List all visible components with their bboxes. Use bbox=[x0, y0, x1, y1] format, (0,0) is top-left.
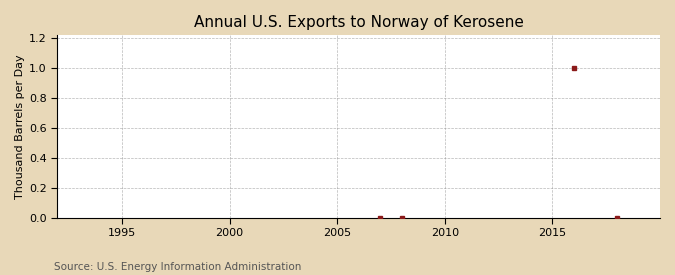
Title: Annual U.S. Exports to Norway of Kerosene: Annual U.S. Exports to Norway of Kerosen… bbox=[194, 15, 524, 30]
Text: Source: U.S. Energy Information Administration: Source: U.S. Energy Information Administ… bbox=[54, 262, 301, 272]
Y-axis label: Thousand Barrels per Day: Thousand Barrels per Day bbox=[15, 54, 25, 199]
